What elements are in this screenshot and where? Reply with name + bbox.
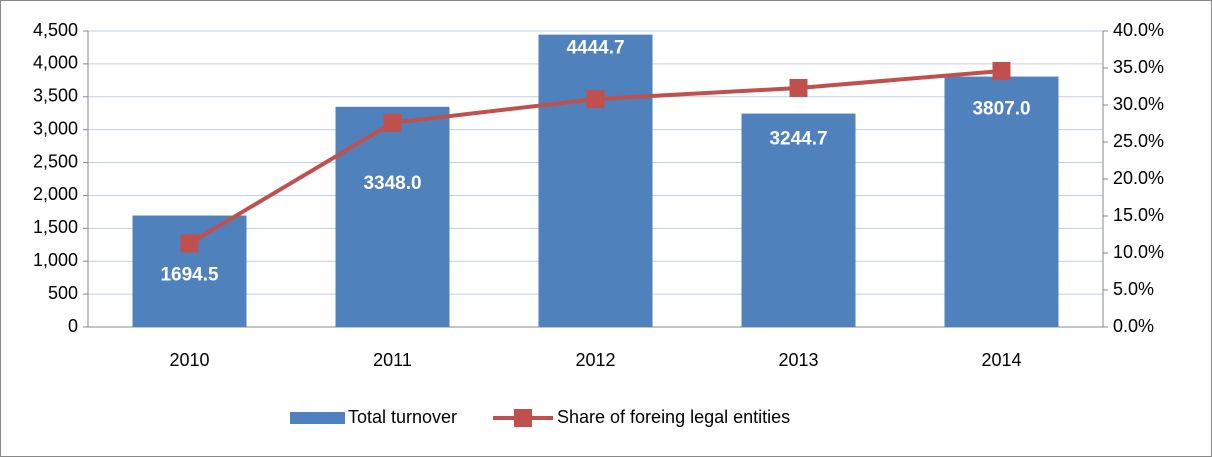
y2-tick-label: 30.0% xyxy=(1113,94,1164,114)
y-tick-label: 2,500 xyxy=(33,151,78,171)
legend-swatch xyxy=(290,412,345,424)
bar xyxy=(741,113,856,327)
x-tick-label: 2013 xyxy=(778,350,818,370)
y-tick-label: 500 xyxy=(48,283,78,303)
y-tick-label: 3,000 xyxy=(33,118,78,138)
line-marker xyxy=(180,234,199,253)
value-label: 3244.7 xyxy=(769,129,827,150)
y-tick-label: 3,500 xyxy=(33,86,78,106)
legend-label: Total turnover xyxy=(348,407,457,427)
bar xyxy=(538,34,653,327)
y-tick-label: 1,500 xyxy=(33,217,78,237)
value-label: 4444.7 xyxy=(566,38,624,59)
legend-label: Share of foreing legal entities xyxy=(557,407,790,427)
line-marker xyxy=(586,90,605,109)
value-label: 3348.0 xyxy=(363,173,421,194)
x-tick-label: 2012 xyxy=(575,350,615,370)
y2-tick-label: 25.0% xyxy=(1113,131,1164,151)
y2-tick-label: 20.0% xyxy=(1113,168,1164,188)
value-label: 1694.5 xyxy=(160,265,219,286)
y2-tick-label: 5.0% xyxy=(1113,279,1154,299)
bar xyxy=(335,106,450,327)
y-tick-label: 2,000 xyxy=(33,184,78,204)
value-label: 3807.0 xyxy=(972,99,1030,120)
legend-swatch xyxy=(514,409,532,427)
x-tick-label: 2014 xyxy=(981,350,1021,370)
y2-tick-label: 40.0% xyxy=(1113,20,1164,40)
y2-tick-label: 15.0% xyxy=(1113,205,1164,225)
line-marker xyxy=(992,61,1011,80)
y2-tick-label: 0.0% xyxy=(1113,316,1154,336)
y2-tick-label: 35.0% xyxy=(1113,57,1164,77)
bar xyxy=(944,76,1059,327)
y-tick-label: 4,000 xyxy=(33,53,78,73)
y2-tick-label: 10.0% xyxy=(1113,242,1164,262)
line-marker xyxy=(383,113,402,132)
bar xyxy=(132,215,247,327)
y-tick-label: 4,500 xyxy=(33,20,78,40)
y-tick-label: 0 xyxy=(68,316,78,336)
x-tick-label: 2011 xyxy=(373,350,412,370)
x-tick-label: 2010 xyxy=(169,350,209,370)
y-tick-label: 1,000 xyxy=(33,250,78,270)
line-marker xyxy=(789,78,808,97)
